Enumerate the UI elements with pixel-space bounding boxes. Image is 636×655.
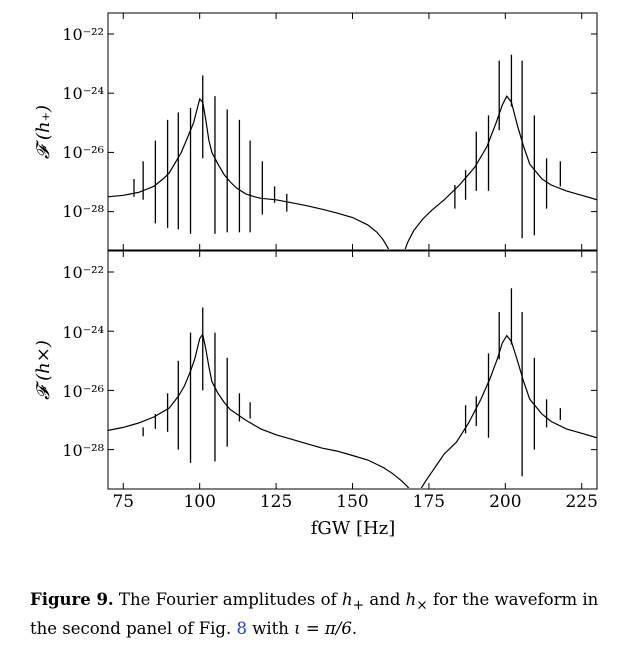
caption-hcross: h <box>405 590 417 609</box>
top-panel-frame <box>107 12 598 251</box>
bottom-y-tick-labels: 10⁻²² 10⁻²⁴ 10⁻²⁶ 10⁻²⁸ <box>62 263 104 460</box>
caption-text: for the waveform in the second panel of … <box>30 590 599 639</box>
caption-hplus-sub: + <box>352 597 365 614</box>
top-y-tick-labels: 10⁻²² 10⁻²⁴ 10⁻²⁶ 10⁻²⁸ <box>62 25 104 221</box>
x-tick-label: 225 <box>565 492 597 512</box>
bottom-ytick-label: 10⁻²⁴ <box>62 323 104 342</box>
x-tick-label: 150 <box>336 492 368 512</box>
x-tick-labels: 75 100 125 150 175 200 225 <box>112 492 597 512</box>
top-ytick-label: 10⁻²² <box>62 25 104 44</box>
top-series-line <box>108 95 597 249</box>
figure-caption: Figure 9. The Fourier amplitudes of h+ a… <box>30 588 615 640</box>
top-axis-ticks <box>108 13 597 250</box>
top-y-axis-label: 𝓕 (h₊) <box>33 105 54 159</box>
top-ytick-label: 10⁻²⁶ <box>62 143 104 162</box>
caption-text: and <box>364 590 406 609</box>
x-tick-label: 75 <box>112 492 134 512</box>
x-tick-label: 200 <box>489 492 521 512</box>
x-tick-label: 100 <box>183 492 215 512</box>
caption-text: with <box>246 619 295 639</box>
caption-text: . <box>351 619 358 639</box>
figure: 10⁻²² 10⁻²⁴ 10⁻²⁶ 10⁻²⁸ 10⁻²² 10⁻²⁴ 10⁻²… <box>33 12 598 539</box>
x-tick-label: 125 <box>260 492 292 512</box>
caption-text: The Fourier amplitudes of <box>113 590 342 609</box>
top-ytick-label: 10⁻²⁴ <box>62 84 104 103</box>
x-axis-label: fGW [Hz] <box>311 518 396 539</box>
bottom-series-line <box>108 332 597 488</box>
bottom-spectral-lines <box>142 288 561 477</box>
top-ytick-label: 10⁻²⁸ <box>62 202 104 221</box>
top-spectral-lines <box>133 54 561 239</box>
figure-reference-link[interactable]: 8 <box>236 619 247 639</box>
caption-hplus: h <box>341 590 353 609</box>
caption-iota: ι = π/6 <box>294 619 352 639</box>
bottom-axis-ticks <box>108 251 597 489</box>
bottom-ytick-label: 10⁻²⁸ <box>62 441 104 460</box>
bottom-ytick-label: 10⁻²² <box>62 263 104 282</box>
bottom-y-axis-label: 𝓕 (h×) <box>33 340 54 400</box>
caption-label: Figure 9. <box>30 590 114 609</box>
caption-hcross-sub: × <box>416 597 428 614</box>
bottom-ytick-label: 10⁻²⁶ <box>62 382 104 401</box>
x-tick-label: 175 <box>413 492 445 512</box>
bottom-panel-frame <box>107 250 598 490</box>
